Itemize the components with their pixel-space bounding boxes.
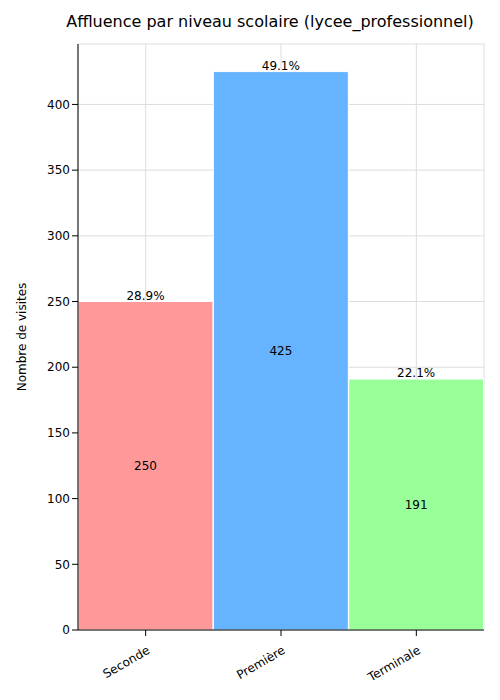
svg-text:191: 191 (405, 498, 428, 512)
html-text:Affluence par niveau scolaire: Affluence par niveau scolaire (lycee_pro… (66, 12, 474, 31)
svg-text:Seconde: Seconde (101, 643, 153, 681)
svg-text:100: 100 (47, 492, 70, 506)
svg-text:0: 0 (62, 623, 70, 637)
svg-text:28.9%: 28.9% (126, 289, 164, 303)
svg-text:400: 400 (47, 98, 70, 112)
svg-text:300: 300 (47, 229, 70, 243)
svg-text:150: 150 (47, 426, 70, 440)
svg-text:250: 250 (134, 459, 157, 473)
svg-text:49.1%: 49.1% (262, 59, 300, 73)
svg-text:Terminale: Terminale (365, 643, 423, 685)
svg-text:425: 425 (269, 344, 292, 358)
svg-text:Nombre de visites: Nombre de visites (15, 283, 29, 392)
svg-text:350: 350 (47, 163, 70, 177)
svg-text:50: 50 (55, 558, 70, 572)
svg-text:250: 250 (47, 295, 70, 309)
svg-text:22.1%: 22.1% (397, 366, 435, 380)
svg-text:Première: Première (234, 643, 287, 682)
svg-text:200: 200 (47, 360, 70, 374)
